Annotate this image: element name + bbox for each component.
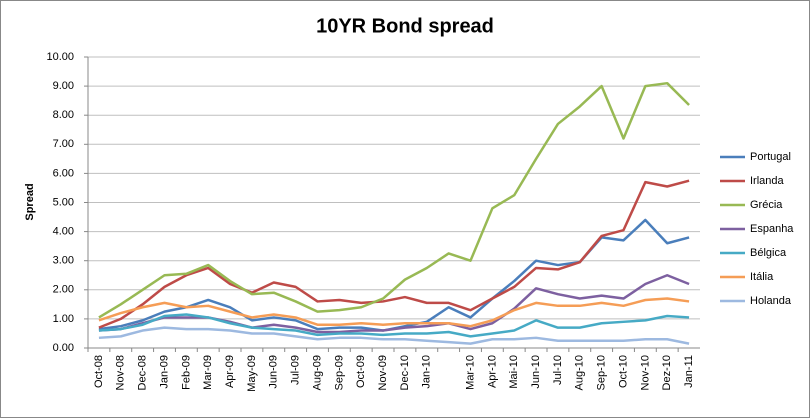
x-tick-label: Oct-08 — [93, 355, 105, 388]
y-tick-label: 6.00 — [53, 167, 74, 179]
legend-label: Holanda — [750, 295, 792, 307]
legend-label: Espanha — [750, 223, 794, 235]
x-tick-label: Mai-10 — [508, 355, 520, 389]
x-tick-label: Feb-09 — [180, 355, 192, 390]
x-tick-label: Apr-09 — [224, 355, 236, 388]
y-tick-label: 0.00 — [53, 342, 74, 354]
legend-label: Grécia — [750, 199, 783, 211]
x-tick-label: Dez-10 — [661, 355, 673, 390]
x-tick-label: Mar-10 — [464, 355, 476, 390]
x-tick-label: Jun-09 — [268, 355, 280, 389]
series-line — [98, 81, 690, 319]
x-tick-label: Jan-11 — [683, 355, 695, 388]
x-tick-label: Mar-09 — [202, 355, 214, 390]
y-tick-label: 5.00 — [53, 196, 74, 208]
x-tick-label: Sep-09 — [333, 355, 345, 390]
legend-label: Irlanda — [750, 175, 785, 187]
chart-title: 10YR Bond spread — [316, 15, 494, 37]
x-tick-label: Nov-10 — [639, 355, 651, 390]
series-line — [98, 297, 690, 328]
x-tick-label: Apr-10 — [486, 355, 498, 388]
series-line — [98, 274, 690, 334]
x-tick-label: Nov-08 — [115, 355, 127, 390]
series-line — [98, 179, 690, 329]
x-tick-label: Oct-10 — [617, 355, 629, 388]
y-tick-label: 9.00 — [53, 80, 74, 92]
series-line — [98, 326, 690, 345]
y-tick-label: 2.00 — [53, 284, 74, 296]
x-tick-label: Jul-09 — [290, 355, 302, 385]
x-tick-label: Aug-10 — [574, 355, 586, 390]
y-axis-label: Spread — [24, 183, 36, 220]
x-tick-label: Dec-10 — [399, 355, 411, 390]
y-tick-label: 4.00 — [53, 226, 74, 238]
x-tick-label: Jan-09 — [158, 355, 170, 389]
y-tick-label: 3.00 — [53, 255, 74, 267]
x-tick-label: Jun-10 — [530, 355, 542, 389]
x-tick-label: Oct-09 — [355, 355, 367, 388]
x-tick-label: May-09 — [246, 355, 258, 392]
x-tick-label: Sep-10 — [596, 355, 608, 390]
y-tick-label: 7.00 — [53, 138, 74, 150]
x-tick-label: Jan-10 — [421, 355, 433, 389]
legend-label: Itália — [750, 271, 774, 283]
x-tick-label: Aug-09 — [311, 355, 323, 390]
legend-label: Portugal — [750, 151, 791, 163]
y-tick-label: 10.00 — [46, 51, 74, 63]
x-tick-label: Dec-08 — [137, 355, 149, 390]
y-tick-label: 8.00 — [53, 109, 74, 121]
y-tick-label: 1.00 — [53, 313, 74, 325]
series-line — [98, 313, 690, 338]
x-tick-label: Nov-09 — [377, 355, 389, 390]
x-tick-label: Jul-10 — [552, 355, 564, 385]
legend-label: Bélgica — [750, 247, 787, 259]
